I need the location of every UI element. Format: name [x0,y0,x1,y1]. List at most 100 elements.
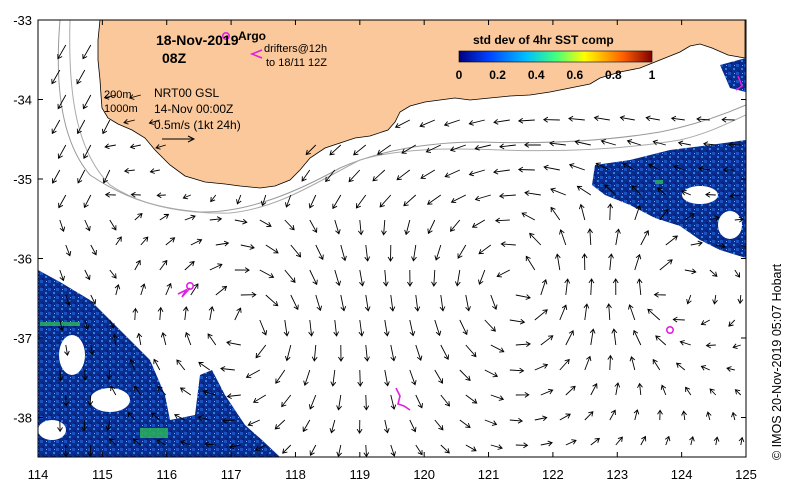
current-arrow [148,119,160,125]
current-arrow [490,444,503,450]
lon-tick-label: 125 [735,467,757,482]
current-arrow [729,192,741,199]
isobath-1000m [69,20,746,214]
current-arrow [484,419,498,426]
current-arrow [57,144,67,160]
current-arrow [600,139,616,146]
current-arrow [150,412,161,421]
current-arrow [498,193,516,199]
current-arrow [51,169,61,184]
current-arrow [459,419,471,429]
current-arrow [255,344,267,359]
current-arrow [51,69,61,85]
current-arrow [59,219,66,232]
current-arrow [427,194,442,205]
current-arrow [713,436,720,446]
current-arrow [434,244,442,261]
current-arrow [204,441,216,448]
current-arrow [309,269,318,286]
current-arrow [134,259,141,271]
current-arrow [465,394,478,404]
current-arrow [415,394,423,409]
current-arrow [157,385,167,396]
current-arrow [389,294,396,312]
current-arrow [383,269,389,287]
lat-tick-label: -34 [13,93,32,108]
current-arrow [340,244,347,262]
current-arrow [84,219,91,232]
current-arrow [607,354,614,371]
current-arrow [109,219,117,231]
current-arrow [568,115,585,122]
current-arrow [234,218,248,225]
current-arrow [657,409,663,421]
current-arrow [732,343,741,350]
drifter-track [177,287,191,298]
current-arrow [159,213,170,221]
current-arrow [265,244,279,254]
current-arrow [77,169,86,184]
current-arrow [648,163,661,171]
lon-tick-label: 122 [542,467,564,482]
colorbar [458,50,653,63]
current-arrow [190,238,203,246]
current-arrow [208,305,215,321]
current-arrow [336,394,342,411]
current-arrow [550,206,561,221]
current-arrow [174,413,186,421]
current-arrow [184,331,192,346]
current-arrow [165,282,172,296]
current-arrow [559,229,567,246]
current-arrow [82,369,88,381]
current-arrow [727,141,741,148]
current-arrow [415,344,423,362]
sst-patch-northeast [720,58,746,92]
current-arrow [515,294,531,300]
current-arrow [457,244,467,259]
current-arrow [81,419,88,432]
current-arrow [207,333,217,346]
current-arrow [396,169,411,181]
current-arrow [675,362,686,371]
longitude-axis: 114 115 116 117 118 119 120 121 122 123 124 125 [28,467,757,482]
current-arrow [325,169,336,183]
current-arrow [83,144,92,159]
current-arrow [356,419,363,434]
current-arrow [496,269,511,278]
current-arrow [404,219,411,236]
current-arrow [372,169,386,182]
current-arrow [559,358,570,371]
current-arrow [123,118,135,125]
velocity-scale-arrow [162,135,196,143]
current-arrow [449,219,461,232]
current-arrow [540,335,554,346]
current-arrow [509,367,525,374]
current-arrow [390,444,396,457]
current-arrow [540,440,553,447]
lon-tick-label: 118 [285,467,306,482]
current-arrow [134,385,142,396]
current-arrow [515,442,529,449]
colorbar-ticks: 0 0.2 0.4 0.6 0.8 1 [456,68,656,82]
current-arrow [336,444,343,457]
current-arrow [221,417,235,424]
current-arrow [684,213,695,221]
current-arrow [210,194,217,203]
current-arrow [364,244,371,262]
lon-tick-label: 119 [349,467,370,482]
current-arrow [468,119,485,126]
current-arrow [190,283,199,296]
current-arrow [134,213,143,221]
drifter-tracks [177,75,743,411]
drifters-period: to 18/11 12Z [266,57,327,69]
current-arrow [712,294,718,305]
current-arrow [90,294,97,305]
colorbar-tick-label: 0.2 [489,68,506,82]
current-arrow [109,319,115,329]
current-arrow [465,444,477,452]
current-arrow [614,382,621,396]
current-arrow [240,291,257,298]
current-arrow [690,240,703,247]
lat-tick-label: -37 [13,331,32,346]
current-arrow [357,369,364,387]
